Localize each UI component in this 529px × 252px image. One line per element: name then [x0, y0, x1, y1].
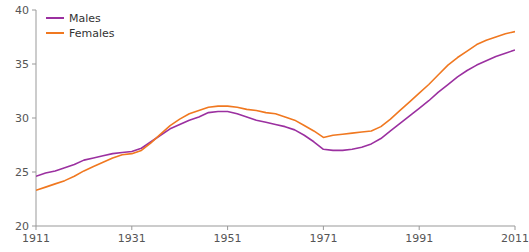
y-tick-label: 25 — [15, 166, 29, 179]
legend-swatch — [46, 17, 64, 19]
x-tick-label: 2011 — [501, 232, 529, 245]
y-tick-label: 20 — [15, 220, 29, 233]
x-tick — [323, 226, 324, 230]
x-tick — [515, 226, 516, 230]
y-tick-label: 30 — [15, 112, 29, 125]
plot-area — [36, 32, 515, 191]
x-tick — [419, 226, 420, 230]
x-tick-label: 1971 — [309, 232, 337, 245]
x-tick-label: 1911 — [22, 232, 50, 245]
series-line — [36, 32, 515, 191]
x-tick — [131, 226, 132, 230]
legend: Males Females — [46, 12, 115, 40]
x-tick — [227, 226, 228, 230]
x-tick-label: 1931 — [118, 232, 146, 245]
y-tick — [32, 10, 36, 11]
x-axis — [36, 226, 515, 227]
legend-swatch — [46, 32, 64, 34]
x-tick — [36, 226, 37, 230]
x-tick-label: 1991 — [405, 232, 433, 245]
y-tick — [32, 64, 36, 65]
y-tick — [32, 172, 36, 173]
legend-label: Females — [69, 27, 115, 40]
x-tick-label: 1951 — [214, 232, 242, 245]
legend-label: Males — [69, 12, 101, 25]
chart: 1911 1931 1951 1971 1991 2011 20 25 30 35 40 Males F… — [0, 0, 529, 252]
y-tick-label: 40 — [15, 4, 29, 17]
y-tick-label: 35 — [15, 58, 29, 71]
y-tick — [32, 118, 36, 119]
y-tick — [32, 226, 36, 227]
